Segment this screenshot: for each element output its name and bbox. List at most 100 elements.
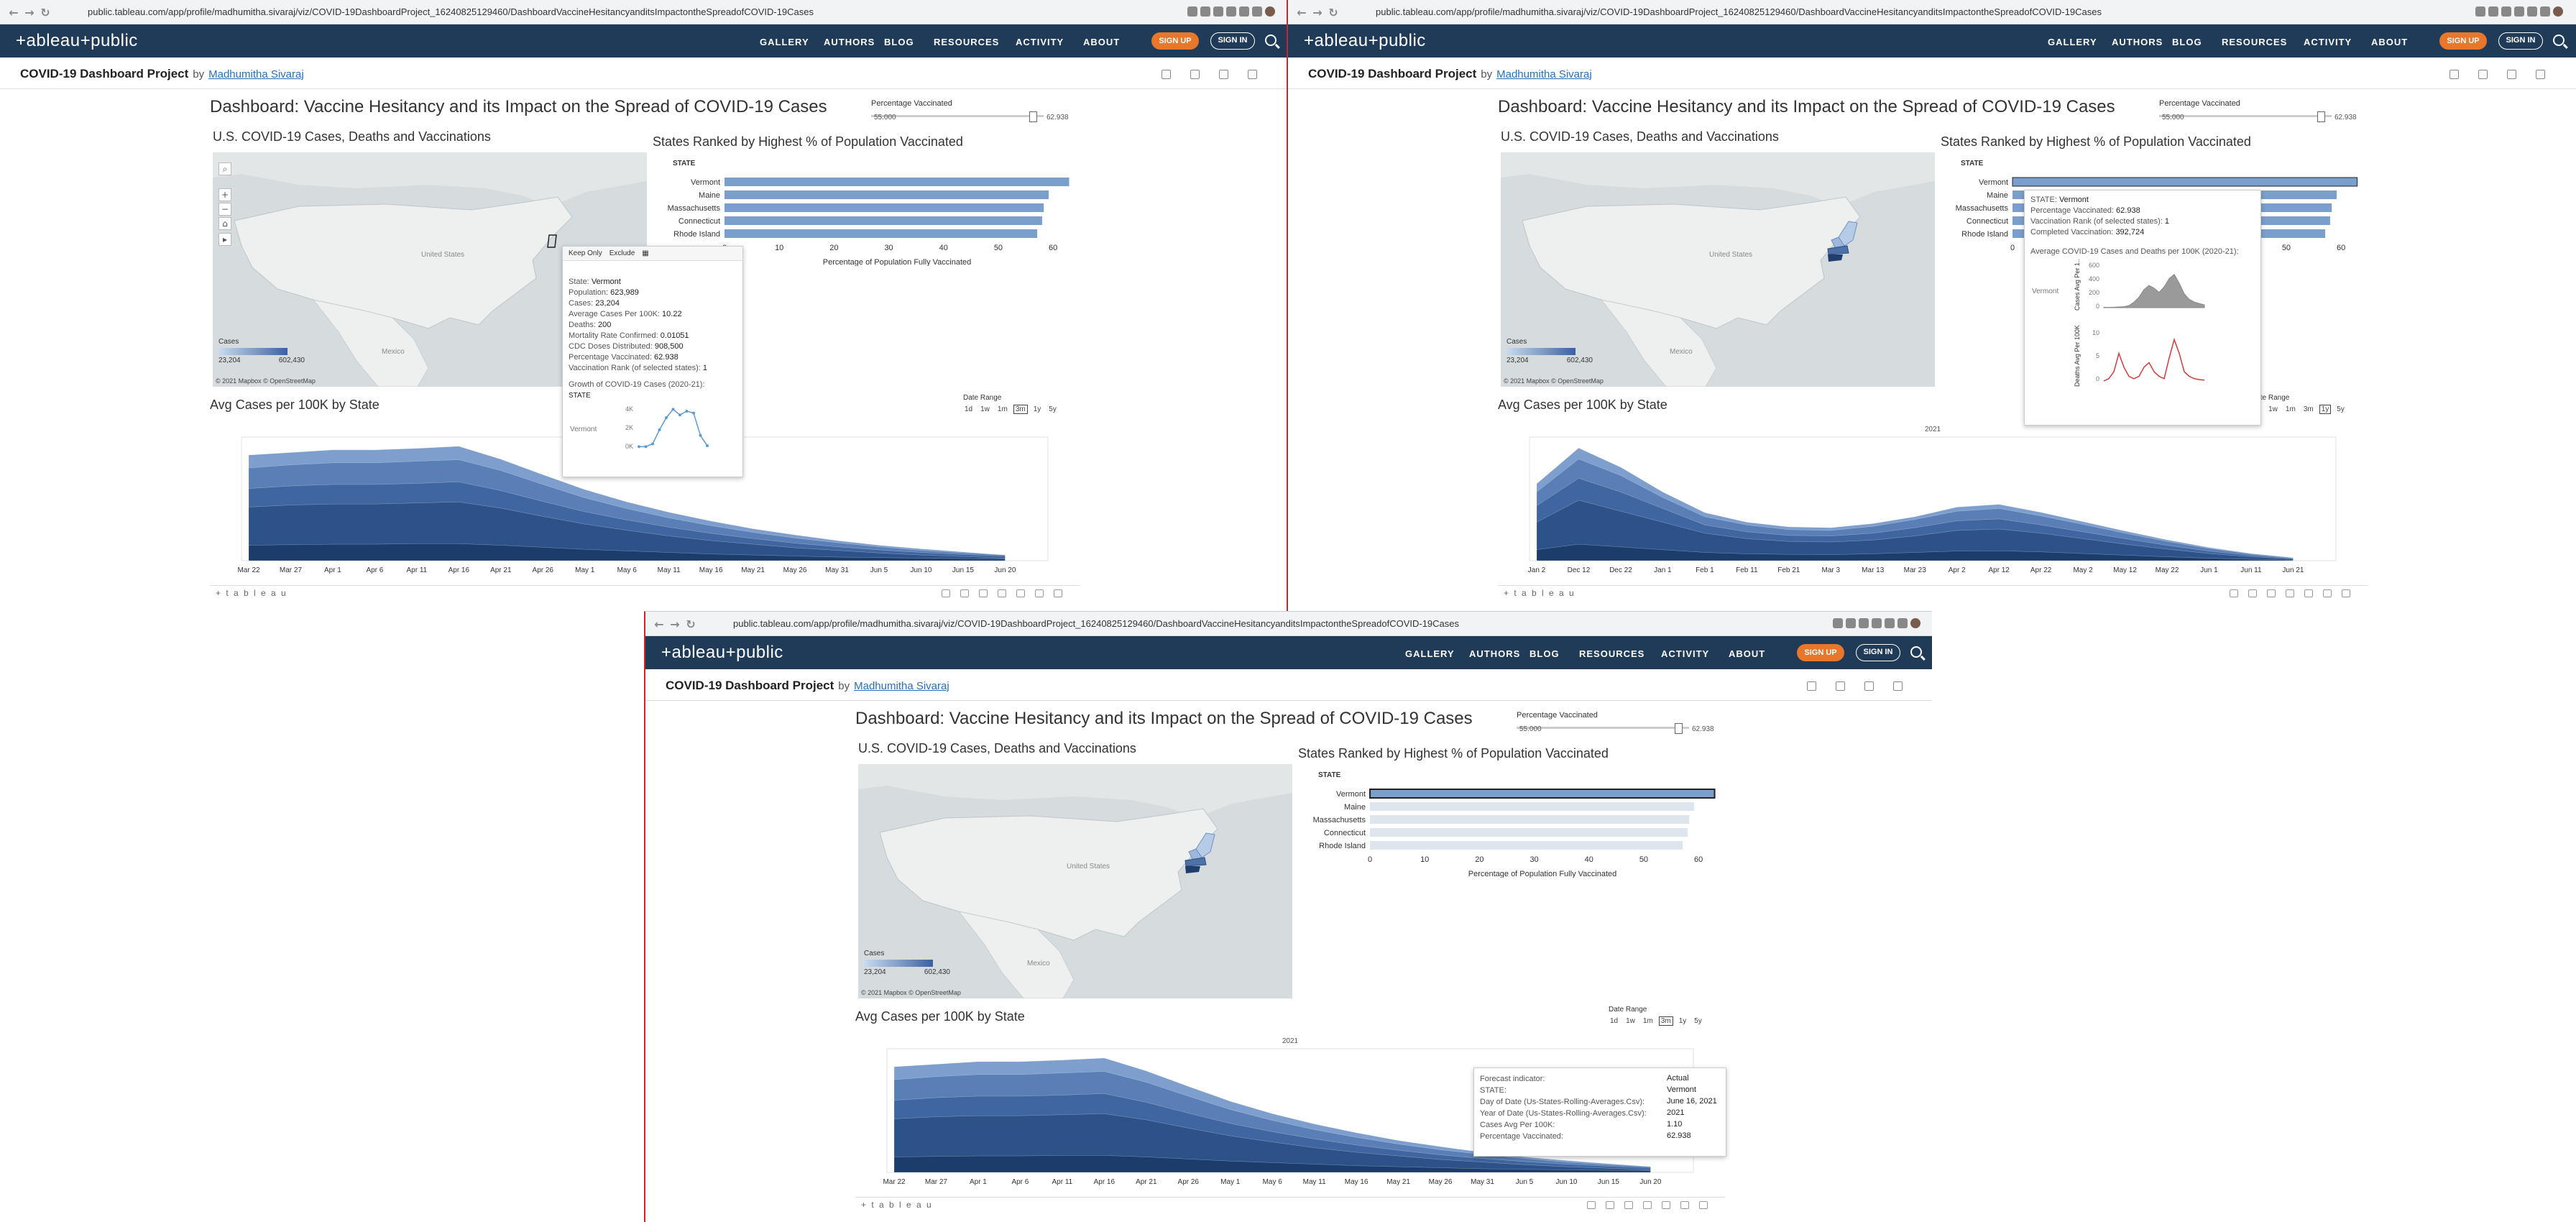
extension-icon[interactable]	[1859, 618, 1869, 628]
search-icon[interactable]	[2475, 6, 2485, 17]
refresh-icon[interactable]	[2286, 589, 2294, 597]
reload-icon[interactable]: ↻	[686, 617, 696, 631]
fullscreen-icon[interactable]	[1054, 589, 1062, 597]
nav-activity[interactable]: ACTIVITY	[2304, 37, 2352, 47]
nav-gallery[interactable]: GALLERY	[760, 37, 809, 47]
comment-icon[interactable]	[1893, 681, 1903, 691]
sign-up-button[interactable]: SIGN UP	[1797, 644, 1844, 661]
redo-icon[interactable]	[960, 589, 969, 597]
nav-authors[interactable]: AUTHORS	[824, 37, 875, 47]
search-icon[interactable]	[2553, 35, 2564, 46]
nav-resources[interactable]: RESOURCES	[1579, 648, 1645, 659]
author-link[interactable]: Madhumitha Sivaraj	[1496, 68, 1592, 81]
tableau-public-logo[interactable]: +ableau+public	[661, 643, 783, 662]
author-link[interactable]: Madhumitha Sivaraj	[208, 68, 304, 81]
home-icon[interactable]: ⌂	[218, 217, 231, 230]
keep-only-button[interactable]: Keep Only	[569, 249, 602, 257]
extension-icon[interactable]	[1213, 6, 1223, 17]
extension-icon[interactable]	[2514, 6, 2524, 17]
tableau-footer-logo[interactable]: + t a b l e a u	[216, 588, 288, 598]
copy-icon[interactable]	[2450, 70, 2459, 79]
range-1d[interactable]: 1d	[1610, 1017, 1619, 1025]
range-1y[interactable]: 1y	[1033, 405, 1041, 413]
back-icon[interactable]: ←	[9, 6, 19, 19]
exclude-button[interactable]: Exclude	[609, 249, 635, 257]
share-icon[interactable]	[1662, 1201, 1670, 1209]
sign-in-button[interactable]: SIGN IN	[1210, 32, 1255, 50]
range-1y[interactable]: 1y	[2319, 405, 2332, 414]
back-icon[interactable]: ←	[654, 617, 664, 631]
sign-up-button[interactable]: SIGN UP	[1151, 32, 1199, 50]
us-map[interactable]: United States Mexico	[1501, 152, 1935, 387]
revert-icon[interactable]	[2267, 589, 2276, 597]
profile-avatar[interactable]	[1265, 6, 1275, 17]
sign-in-button[interactable]: SIGN IN	[1856, 644, 1900, 661]
range-5y[interactable]: 5y	[2337, 405, 2345, 413]
range-1y[interactable]: 1y	[1678, 1017, 1687, 1025]
nav-activity[interactable]: ACTIVITY	[1661, 648, 1710, 659]
share-icon[interactable]	[1016, 589, 1025, 597]
extension-icon[interactable]	[1872, 618, 1882, 628]
search-icon[interactable]	[1910, 646, 1922, 658]
extension-icon[interactable]	[2501, 6, 2511, 17]
search-icon[interactable]	[1833, 618, 1843, 628]
redo-icon[interactable]	[1606, 1201, 1614, 1209]
refresh-icon[interactable]	[998, 589, 1006, 597]
share-icon[interactable]	[2304, 589, 2313, 597]
favorite-icon[interactable]	[1836, 681, 1845, 691]
area-chart[interactable]: 2021 Jan 2 Dec 12 Dec 22 Jan 1 Feb 1 Feb 11 Feb…	[1496, 417, 2373, 584]
search-icon[interactable]	[1187, 6, 1197, 17]
reload-icon[interactable]: ↻	[1328, 6, 1338, 19]
address-bar[interactable]: public.tableau.com/app/profile/madhumith…	[1376, 5, 2454, 19]
nav-gallery[interactable]: GALLERY	[2048, 37, 2097, 47]
percentage-slider[interactable]	[2159, 111, 2332, 122]
redo-icon[interactable]	[2248, 589, 2257, 597]
percentage-slider[interactable]	[1517, 723, 1689, 734]
sign-up-button[interactable]: SIGN UP	[2439, 32, 2487, 50]
range-1w[interactable]: 1w	[2268, 405, 2278, 413]
pan-icon[interactable]: ▸	[218, 233, 231, 246]
puzzle-icon[interactable]	[1252, 6, 1262, 17]
copy-icon[interactable]	[1807, 681, 1816, 691]
nav-about[interactable]: ABOUT	[1729, 648, 1766, 659]
extension-icon[interactable]	[1226, 6, 1236, 17]
nav-blog[interactable]: BLOG	[884, 37, 914, 47]
range-3m[interactable]: 3m	[2303, 405, 2314, 413]
revert-icon[interactable]	[979, 589, 988, 597]
nav-authors[interactable]: AUTHORS	[1469, 648, 1521, 659]
range-1m[interactable]: 1m	[997, 405, 1008, 413]
favorite-icon[interactable]	[2478, 70, 2488, 79]
reload-icon[interactable]: ↻	[40, 6, 50, 19]
nav-about[interactable]: ABOUT	[1083, 37, 1121, 47]
range-3m[interactable]: 3m	[1658, 1016, 1673, 1026]
undo-icon[interactable]	[1587, 1201, 1596, 1209]
nav-resources[interactable]: RESOURCES	[2222, 37, 2288, 47]
us-map[interactable]: United States Mexico	[858, 764, 1292, 998]
favorite-icon[interactable]	[1190, 70, 1200, 79]
nav-activity[interactable]: ACTIVITY	[1016, 37, 1064, 47]
range-1d[interactable]: 1d	[965, 405, 973, 413]
profile-avatar[interactable]	[2553, 6, 2563, 17]
fullscreen-icon[interactable]	[1699, 1201, 1708, 1209]
range-1m[interactable]: 1m	[2285, 405, 2296, 413]
address-bar[interactable]: public.tableau.com/app/profile/madhumith…	[733, 617, 1811, 631]
star-icon[interactable]	[1846, 618, 1856, 628]
tableau-footer-logo[interactable]: + t a b l e a u	[1504, 588, 1576, 598]
undo-icon[interactable]	[942, 589, 950, 597]
range-1w[interactable]: 1w	[980, 405, 990, 413]
state-column-header[interactable]: STATE	[1318, 771, 1341, 779]
download-icon[interactable]	[1680, 1201, 1689, 1209]
state-column-header[interactable]: STATE	[673, 160, 696, 167]
search-icon[interactable]	[1265, 35, 1276, 46]
download-icon[interactable]	[2323, 589, 2332, 597]
tableau-public-logo[interactable]: +ableau+public	[16, 31, 138, 50]
forward-icon[interactable]: →	[670, 617, 680, 631]
puzzle-icon[interactable]	[1898, 618, 1908, 628]
extension-icon[interactable]	[1885, 618, 1895, 628]
nav-authors[interactable]: AUTHORS	[2112, 37, 2163, 47]
nav-about[interactable]: ABOUT	[2371, 37, 2409, 47]
tableau-footer-logo[interactable]: + t a b l e a u	[861, 1200, 933, 1210]
nav-blog[interactable]: BLOG	[2172, 37, 2202, 47]
download-icon[interactable]	[1035, 589, 1044, 597]
range-1m[interactable]: 1m	[1642, 1017, 1653, 1025]
